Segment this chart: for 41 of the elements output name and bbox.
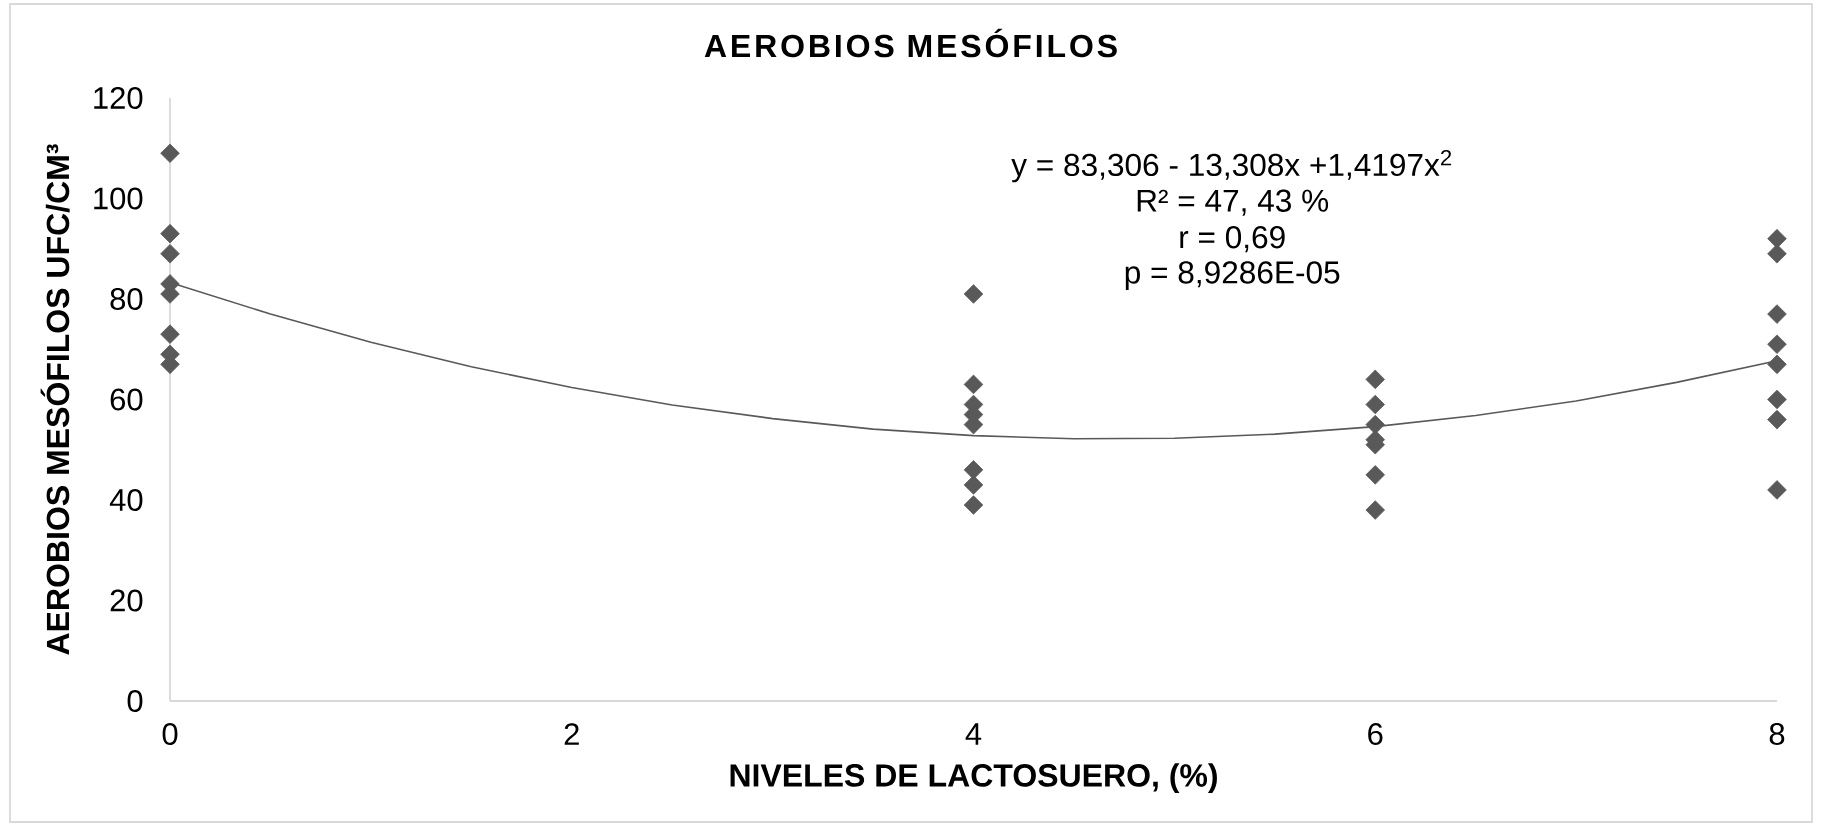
- point: [1767, 409, 1787, 430]
- point: [963, 284, 984, 304]
- annotation: r = 0,69: [1180, 226, 1285, 253]
- point: [1365, 394, 1385, 415]
- annotation: y = 83,306 - 13,308x +1,4197x$^{2}$: [1011, 149, 1452, 183]
- point: [1767, 304, 1787, 324]
- y-tick-label: 20: [110, 589, 143, 612]
- point: [1767, 480, 1787, 500]
- y-tick-label: 40: [109, 489, 143, 511]
- point: [160, 143, 180, 163]
- point: [963, 374, 984, 395]
- x-tick-label: 4: [965, 723, 982, 745]
- point: [1365, 465, 1385, 485]
- y-axis-title: AEROBIOS MESÓFILOS UFC/CM³: [40, 144, 70, 655]
- point: [963, 460, 984, 480]
- point: [1767, 228, 1787, 249]
- y-tick-label: 0: [127, 690, 143, 712]
- x-tick-label: 8: [1769, 723, 1785, 745]
- point: [1365, 369, 1385, 390]
- point: [160, 244, 180, 264]
- point: [963, 475, 984, 495]
- y-tick-label: 120: [94, 87, 143, 109]
- y-tick-label: 100: [94, 187, 143, 210]
- annotation: p = 8,9286E-05: [1125, 261, 1340, 290]
- x-tick-label: 6: [1368, 723, 1383, 745]
- point: [1365, 414, 1385, 435]
- x-tick-label: 0: [162, 723, 178, 745]
- point: [1767, 334, 1787, 354]
- point: [1767, 389, 1787, 410]
- x-tick-label: 2: [564, 723, 579, 745]
- y-tick-label: 80: [110, 288, 143, 310]
- point: [1767, 244, 1787, 264]
- point: [160, 324, 180, 344]
- x-axis-title: NIVELES DE LACTOSUERO, (%): [730, 763, 1217, 794]
- point: [963, 495, 984, 515]
- chart-title: AEROBIOS MESÓFILOS: [704, 28, 1117, 58]
- y-tick-label: 60: [110, 388, 143, 411]
- point: [1767, 354, 1787, 375]
- annotation: R² = 47, 43 %: [1137, 189, 1329, 216]
- point: [1365, 500, 1385, 520]
- point: [160, 223, 180, 244]
